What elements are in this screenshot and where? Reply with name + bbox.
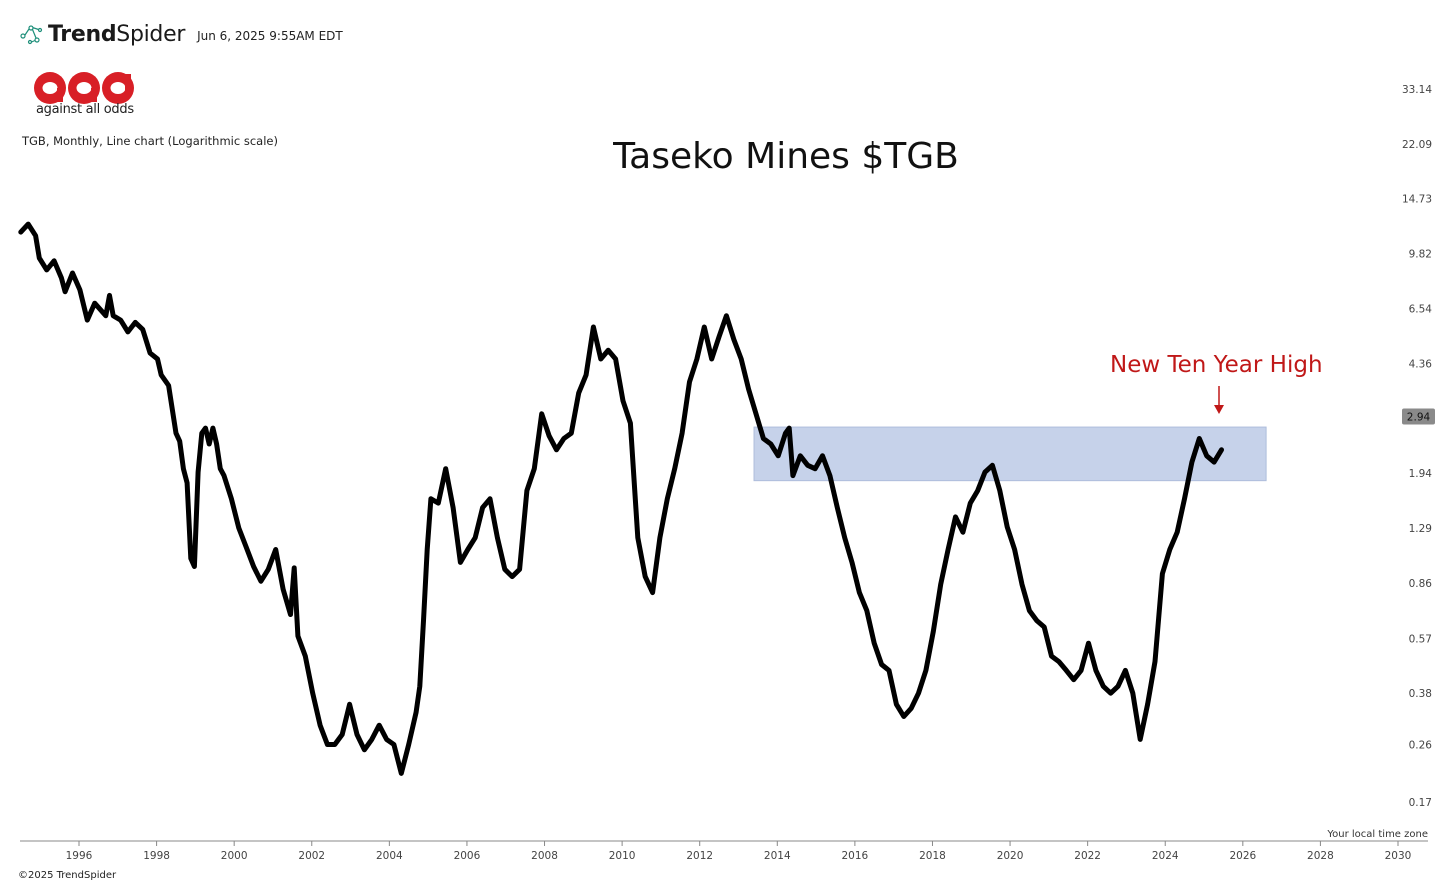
y-tick-label: 0.38 <box>1409 688 1432 700</box>
y-tick-label: 6.54 <box>1409 303 1433 315</box>
y-axis: 33.14 22.09 14.73 9.82 6.54 4.36 1.94 1.29 0.86 0… <box>1402 84 1432 809</box>
y-tick-label: 9.82 <box>1409 248 1432 260</box>
against-all-odds-logo <box>34 72 134 104</box>
x-tick-label: 2008 <box>531 850 558 862</box>
x-tick-label: 1998 <box>143 850 170 862</box>
y-tick-label: 1.94 <box>1409 468 1433 480</box>
x-tick-label: 2030 <box>1385 850 1412 862</box>
chart-description: TGB, Monthly, Line chart (Logarithmic sc… <box>22 134 278 148</box>
current-price-badge: 2.94 <box>1402 408 1435 425</box>
y-tick-label: 0.26 <box>1409 740 1433 752</box>
y-tick-label: 0.86 <box>1409 578 1433 590</box>
x-tick-label: 2014 <box>764 850 791 862</box>
chart-title: Taseko Mines $TGB <box>613 136 959 177</box>
brand-header: TrendSpider Jun 6, 2025 9:55AM EDT <box>18 18 343 50</box>
logo-tagline: against all odds <box>36 102 134 117</box>
price-badge-label: 2.94 <box>1407 412 1431 424</box>
arrow-head <box>1214 405 1224 414</box>
x-tick-label: 2012 <box>686 850 713 862</box>
annotation-arrow <box>1214 386 1224 414</box>
copyright: ©2025 TrendSpider <box>18 870 117 881</box>
y-tick-label: 0.17 <box>1409 797 1432 809</box>
x-tick-label: 2000 <box>221 850 248 862</box>
x-tick-label: 2022 <box>1074 850 1101 862</box>
x-tick-label: 2026 <box>1229 850 1256 862</box>
x-tick-label: 2006 <box>454 850 481 862</box>
timestamp: Jun 6, 2025 9:55AM EDT <box>197 28 343 43</box>
highlight-zone <box>753 426 1267 482</box>
x-tick-label: 1996 <box>66 850 93 862</box>
brand-name: TrendSpider <box>48 21 186 47</box>
y-tick-label: 14.73 <box>1402 194 1432 206</box>
y-tick-label: 4.36 <box>1409 358 1433 370</box>
x-tick-label: 2020 <box>997 850 1024 862</box>
annotation-label: New Ten Year High <box>1110 352 1323 378</box>
trendspider-logo-icon <box>20 25 43 45</box>
x-tick-label: 2028 <box>1307 850 1334 862</box>
y-tick-label: 22.09 <box>1402 139 1432 151</box>
x-tick-label: 2024 <box>1152 850 1179 862</box>
price-line <box>18 221 1224 776</box>
x-tick-label: 2002 <box>298 850 325 862</box>
x-axis: 1996 1998 2000 2002 2004 2006 2008 2010 2012 2014… <box>66 841 1412 862</box>
price-badge-bg <box>1402 408 1435 425</box>
y-tick-label: 1.29 <box>1409 523 1432 535</box>
y-tick-label: 0.57 <box>1409 633 1432 645</box>
x-tick-label: 2018 <box>919 850 946 862</box>
x-tick-label: 2016 <box>842 850 869 862</box>
x-tick-label: 2010 <box>609 850 636 862</box>
timezone-note: Your local time zone <box>1327 829 1428 840</box>
x-tick-label: 2004 <box>376 850 403 862</box>
y-tick-label: 33.14 <box>1402 84 1432 96</box>
